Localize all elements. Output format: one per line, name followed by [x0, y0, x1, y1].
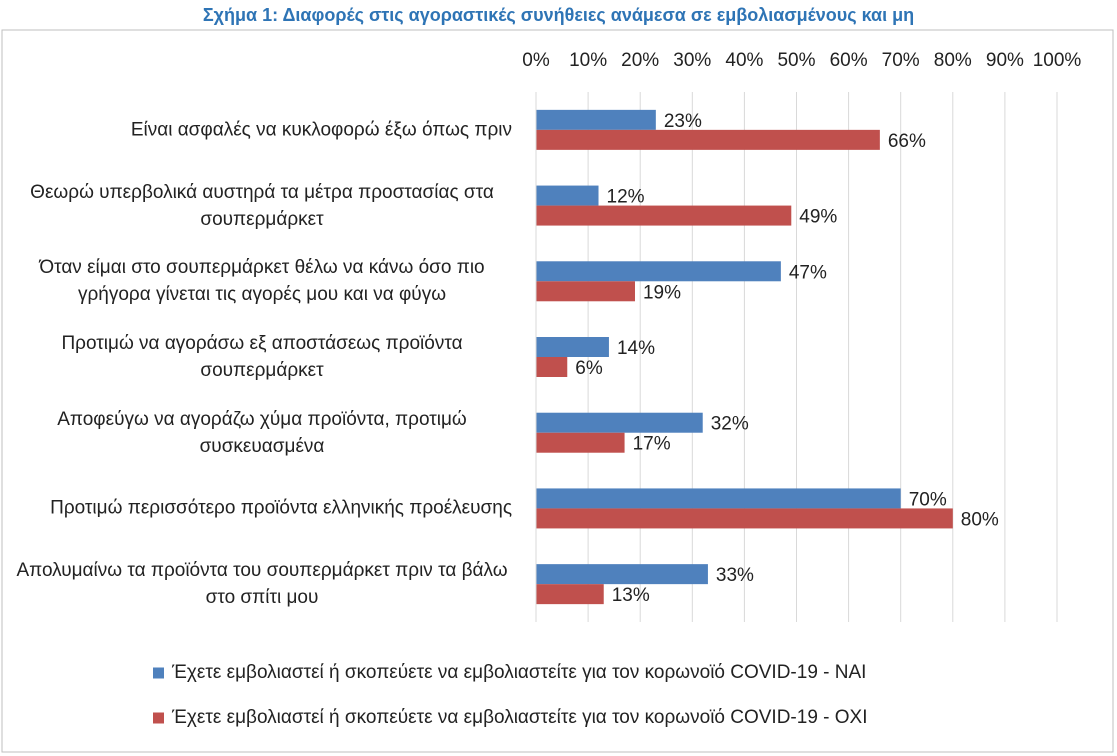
value-label: 66%: [888, 131, 926, 152]
value-label: 23%: [664, 111, 702, 132]
category-label: Όταν είμαι στο σουπερμάρκετ θέλω να κάνω…: [12, 254, 512, 308]
value-label: 49%: [799, 207, 837, 228]
value-label: 32%: [711, 414, 749, 435]
value-label: 6%: [575, 358, 603, 379]
bar: [536, 412, 703, 433]
x-tick-label: 60%: [830, 50, 868, 71]
x-tick-label: 70%: [882, 50, 920, 71]
category-label: Θεωρώ υπερβολικά αυστηρά τα μέτρα προστα…: [12, 179, 512, 233]
x-tick-label: 90%: [986, 50, 1024, 71]
legend-swatch: [153, 667, 164, 679]
category-label-text: Όταν είμαι στο σουπερμάρκετ θέλω να κάνω…: [39, 257, 485, 306]
x-tick-label: 80%: [934, 50, 972, 71]
category-label: Προτιμώ να αγοράσω εξ αποστάσεως προϊόντ…: [12, 330, 512, 384]
bar: [536, 281, 635, 302]
value-label: 80%: [961, 509, 999, 530]
bar: [536, 357, 568, 377]
x-tick-label: 50%: [777, 50, 815, 71]
bar: [536, 337, 609, 357]
category-label-text: Είναι ασφαλές να κυκλοφορώ έξω όπως πριν: [130, 119, 512, 141]
bar: [536, 205, 792, 226]
category-label: Προτιμώ περισσότερο προϊόντα ελληνικής π…: [12, 495, 512, 522]
legend-swatch: [153, 712, 164, 724]
bar: [536, 488, 901, 509]
bar: [536, 564, 708, 585]
x-tick-label: 0%: [522, 50, 550, 71]
category-label: Είναι ασφαλές να κυκλοφορώ έξω όπως πριν: [12, 116, 512, 143]
value-label: 70%: [909, 489, 947, 510]
x-tick-label: 30%: [673, 50, 711, 71]
bar: [536, 432, 625, 453]
x-tick-label: 10%: [569, 50, 607, 71]
chart-title: Σχήμα 1: Διαφορές στις αγοραστικές συνήθ…: [202, 5, 915, 25]
bar: [536, 508, 953, 529]
legend-label: Έχετε εμβολιαστεί ή σκοπεύετε να εμβολια…: [172, 707, 868, 728]
chart-border: [1, 29, 1114, 753]
category-label-text: Αποφεύγω να αγοράζω χύμα προϊόντα, προτι…: [57, 408, 467, 457]
category-label-text: Προτιμώ περισσότερο προϊόντα ελληνικής π…: [50, 497, 512, 519]
value-label: 13%: [612, 585, 650, 606]
bar: [536, 129, 880, 150]
x-tick-label: 20%: [621, 50, 659, 71]
value-label: 14%: [617, 338, 655, 359]
bar: [536, 584, 604, 605]
category-label-text: Απολυμαίνω τα προϊόντα του σουπερμάρκετ …: [16, 560, 508, 609]
value-label: 33%: [716, 565, 754, 586]
category-label-text: Θεωρώ υπερβολικά αυστηρά τα μέτρα προστα…: [30, 181, 494, 230]
category-label: Αποφεύγω να αγοράζω χύμα προϊόντα, προτι…: [12, 406, 512, 460]
category-label: Απολυμαίνω τα προϊόντα του σουπερμάρκετ …: [12, 557, 512, 611]
value-label: 12%: [607, 187, 645, 208]
x-tick-label: 40%: [725, 50, 763, 71]
value-label: 17%: [633, 434, 671, 455]
legend-label: Έχετε εμβολιαστεί ή σκοπεύετε να εμβολια…: [172, 662, 867, 683]
bar: [536, 185, 599, 206]
value-label: 19%: [643, 282, 681, 303]
bar: [536, 261, 781, 282]
category-label-text: Προτιμώ να αγοράσω εξ αποστάσεως προϊόντ…: [61, 333, 463, 381]
bar: [536, 109, 656, 130]
x-tick-label: 100%: [1033, 50, 1082, 71]
value-label: 47%: [789, 262, 827, 283]
